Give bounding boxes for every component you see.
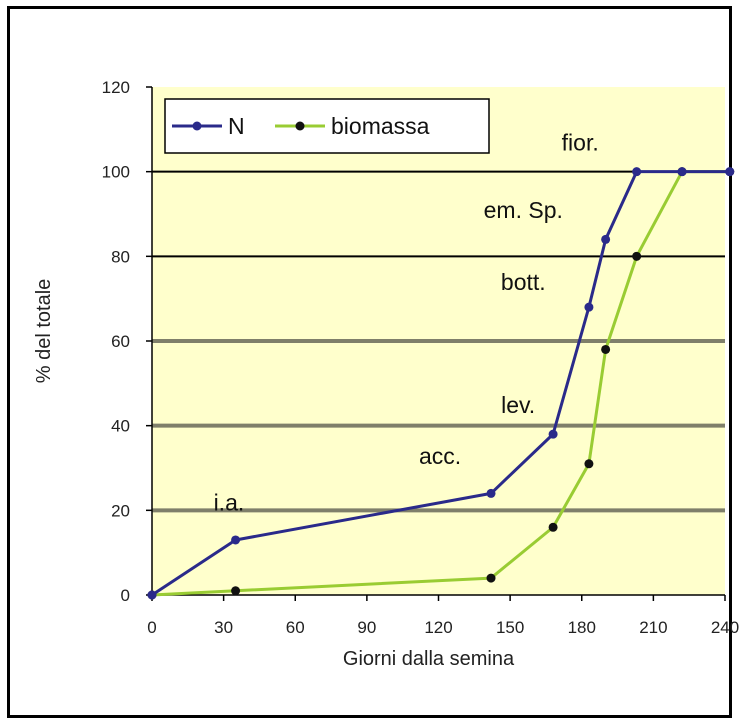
annotation-label: i.a. [214, 489, 245, 515]
x-tick-label: 150 [496, 618, 524, 637]
legend-label: biomassa [331, 113, 430, 139]
annotations: i.a. acc. lev. bott. em. Sp. fior. [214, 130, 599, 516]
gridlines [152, 170, 725, 513]
y-tick-label: 0 [121, 586, 130, 605]
annotation-label: em. Sp. [484, 197, 563, 223]
point-N [486, 488, 496, 498]
annotation-label: bott. [501, 269, 546, 295]
y-tick-label: 100 [102, 163, 130, 182]
point-N [601, 234, 611, 244]
series-layer [147, 167, 735, 600]
series-N [147, 167, 735, 600]
x-tick-label: 60 [286, 618, 305, 637]
point-N [231, 535, 241, 545]
annotation-label: acc. [419, 443, 461, 469]
point-biomassa [584, 459, 594, 469]
legend-label: N [228, 113, 245, 139]
y-tick-label: 80 [111, 247, 130, 266]
y-tick-labels: 0 20 40 60 80 100 120 [102, 78, 152, 605]
x-tick-labels: 0 30 60 90 120 150 180 210 240 [147, 595, 739, 637]
x-tick-label: 210 [639, 618, 667, 637]
x-axis-title: Giorni dalla semina [343, 648, 515, 670]
y-tick-label: 20 [111, 501, 130, 520]
legend-swatch-marker [295, 121, 305, 131]
y-tick-label: 120 [102, 78, 130, 97]
point-N [725, 167, 735, 177]
x-tick-label: 180 [568, 618, 596, 637]
point-N [147, 590, 157, 600]
y-axis-title: % del totale [33, 279, 55, 384]
x-tick-label: 30 [214, 618, 233, 637]
x-tick-label: 120 [424, 618, 452, 637]
point-N [584, 302, 594, 312]
point-N [548, 429, 558, 439]
y-tick-label: 40 [111, 417, 130, 436]
point-biomassa [632, 251, 642, 261]
point-biomassa [486, 573, 496, 583]
annotation-label: fior. [562, 130, 599, 156]
point-biomassa [231, 586, 241, 596]
x-tick-label: 90 [357, 618, 376, 637]
y-tick-label: 60 [111, 332, 130, 351]
point-biomassa [601, 344, 611, 354]
point-biomassa [548, 522, 558, 532]
x-tick-label: 0 [147, 618, 156, 637]
x-tick-label: 240 [711, 618, 739, 637]
legend-swatch-marker [192, 121, 202, 131]
point-N [677, 167, 687, 177]
annotation-label: lev. [501, 392, 535, 418]
point-N [632, 167, 642, 177]
